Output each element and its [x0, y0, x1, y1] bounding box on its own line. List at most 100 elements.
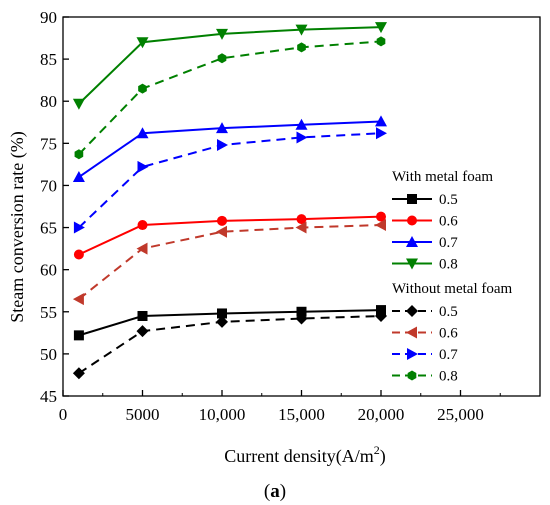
data-point [138, 83, 147, 94]
x-axis-title-superscript: 2 [374, 443, 380, 457]
legend-marker [407, 194, 417, 204]
x-tick-label: 0 [59, 405, 68, 424]
series-without-foam-0-6 [72, 219, 386, 306]
y-tick-label: 75 [40, 134, 57, 153]
y-tick-label: 90 [40, 8, 57, 27]
data-point [296, 214, 307, 225]
series-line [78, 215, 382, 256]
legend-item: 0.5 [392, 192, 458, 208]
data-point [216, 225, 227, 238]
data-point [136, 242, 148, 255]
series-line [78, 309, 382, 337]
data-point [217, 215, 227, 226]
data-point [376, 211, 386, 222]
data-point [375, 115, 387, 127]
x-tick-label: 5000 [126, 405, 160, 424]
data-point [216, 122, 228, 134]
panel-caption: (a) [264, 481, 286, 502]
data-point [376, 127, 387, 140]
data-point [137, 160, 149, 173]
y-tick-label: 70 [40, 176, 57, 195]
data-point [375, 22, 387, 34]
plot-border [62, 16, 541, 397]
data-point [217, 139, 228, 152]
data-point [375, 219, 386, 232]
legend-marker [406, 305, 418, 317]
data-point [295, 221, 307, 234]
legend-label: 0.5 [439, 304, 458, 320]
legend-label: 0.8 [439, 369, 458, 385]
series-layer [72, 22, 387, 380]
data-point [72, 171, 85, 183]
data-point [296, 131, 308, 144]
series-without-foam-0-7 [73, 127, 387, 234]
y-axis-title: Steam conversion rate (%) [7, 131, 28, 322]
y-axis-ticks: 45 50 55 60 65 70 75 80 85 90 [40, 8, 69, 406]
data-point [376, 36, 386, 47]
x-tick-label: 10,000 [199, 405, 246, 424]
legend-group-title: With metal foam [392, 169, 493, 185]
x-axis-title: Current density(A/m2) [224, 443, 385, 467]
data-point [297, 42, 306, 53]
legend-label: 0.5 [439, 192, 458, 208]
data-point [295, 24, 308, 36]
series-with-foam-0-6 [73, 211, 386, 260]
data-point [136, 325, 149, 338]
x-axis-title-close: ) [380, 446, 386, 467]
series-line [78, 40, 382, 155]
y-tick-label: 80 [40, 92, 57, 111]
legend-marker [406, 258, 418, 270]
data-point [137, 310, 148, 321]
legend-marker [407, 348, 418, 360]
data-point [217, 53, 227, 64]
series-with-foam-0-8 [72, 22, 387, 110]
data-point [73, 249, 84, 260]
legend-group-title: Without metal foam [392, 281, 513, 297]
data-point [295, 312, 308, 325]
data-point [136, 127, 149, 139]
series-with-foam-0-5 [73, 305, 386, 341]
legend: With metal foam 0.5 0.6 0.7 0.8 Without metal… [392, 169, 513, 385]
legend-label: 0.8 [439, 257, 458, 273]
legend-item: 0.5 [392, 304, 458, 320]
series-line [78, 224, 382, 300]
x-tick-label: 20,000 [358, 405, 405, 424]
x-axis-ticks: 0 5000 10,000 15,000 20,000 25,000 [59, 390, 501, 424]
series-line [78, 132, 382, 229]
x-axis-title-text: Current density(A/m [224, 446, 373, 467]
data-point [73, 221, 85, 234]
legend-label: 0.7 [439, 347, 458, 363]
data-point [216, 315, 228, 328]
series-line [78, 26, 382, 105]
legend-item: 0.7 [392, 235, 458, 251]
data-point [137, 220, 148, 231]
data-point [72, 293, 84, 306]
y-tick-label: 55 [40, 303, 57, 322]
y-tick-label: 65 [40, 219, 57, 238]
y-tick-label: 50 [40, 345, 57, 364]
data-point [295, 118, 308, 130]
series-line [78, 120, 382, 178]
legend-item: 0.8 [392, 369, 458, 385]
legend-label: 0.7 [439, 235, 458, 251]
series-without-foam-0-8 [74, 36, 386, 160]
data-point [375, 309, 387, 322]
y-tick-label: 60 [40, 261, 57, 280]
data-point [73, 330, 84, 341]
series-with-foam-0-7 [72, 115, 387, 183]
series-without-foam-0-5 [72, 309, 387, 380]
legend-marker [406, 326, 417, 339]
legend-item: 0.8 [392, 257, 458, 273]
legend-item: 0.6 [392, 326, 458, 342]
x-tick-label: 25,000 [437, 405, 484, 424]
series-line [78, 314, 382, 375]
data-point [216, 28, 228, 40]
legend-item: 0.6 [392, 214, 458, 230]
data-point [72, 367, 85, 380]
legend-marker [406, 236, 418, 247]
data-point [217, 308, 227, 319]
legend-label: 0.6 [439, 214, 458, 230]
data-point [136, 37, 149, 49]
plot-frame [62, 16, 541, 397]
